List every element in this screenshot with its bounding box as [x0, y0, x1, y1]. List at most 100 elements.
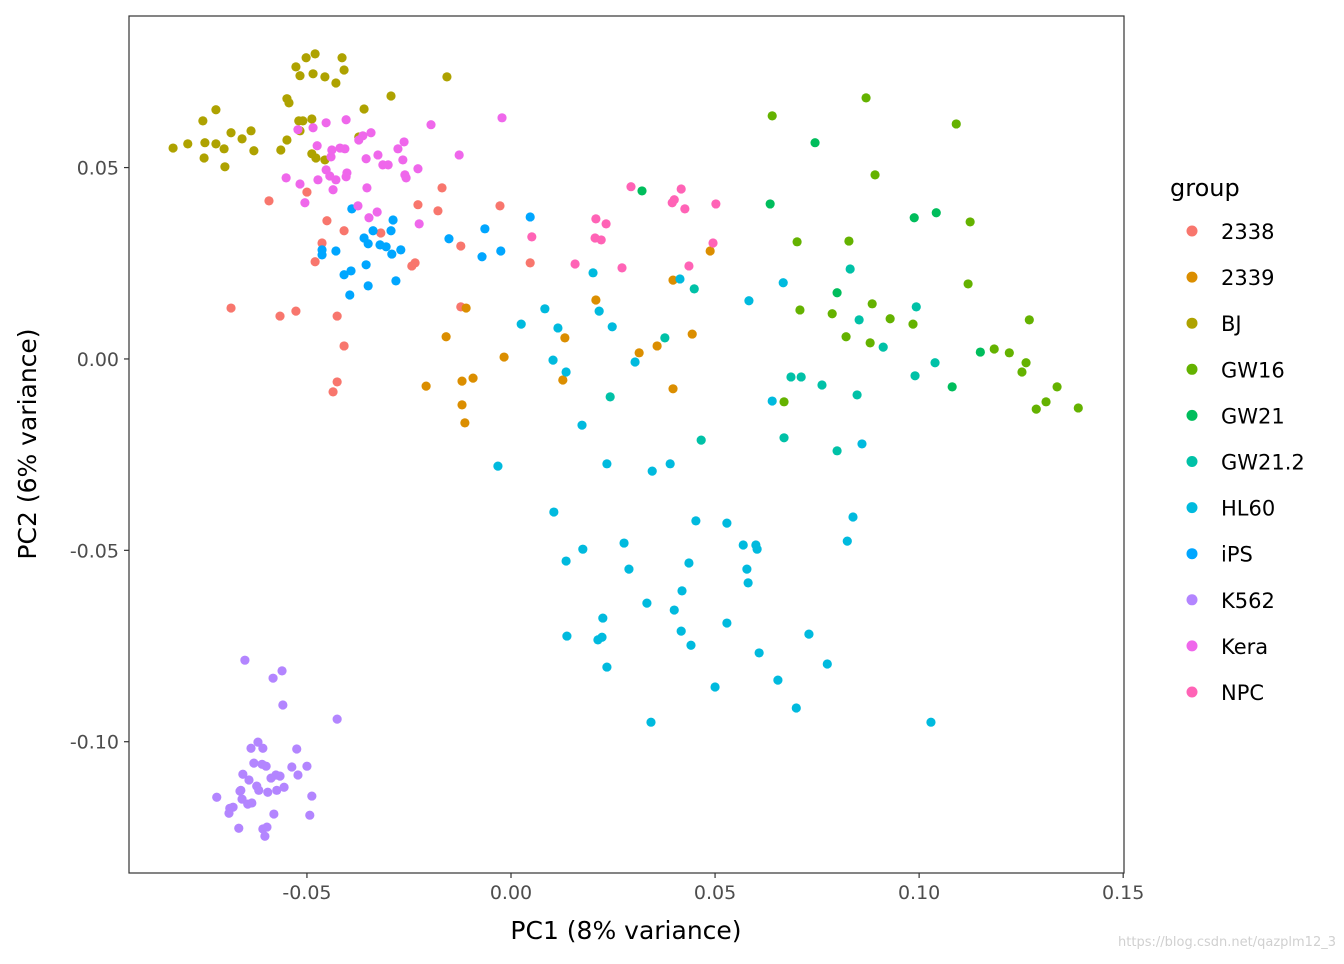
point-Kera — [300, 198, 310, 208]
point-BJ — [282, 135, 292, 145]
point-2339 — [591, 295, 601, 305]
point-K562 — [234, 823, 244, 833]
point-iPS — [363, 281, 373, 291]
point-HL60 — [752, 544, 762, 554]
point-K562 — [332, 714, 342, 724]
point-iPS — [317, 245, 327, 255]
point-GW16 — [965, 217, 975, 227]
legend-item-Kera: Kera — [1186, 635, 1268, 659]
point-NPC — [601, 219, 611, 229]
point-HL60 — [926, 717, 936, 727]
point-HL60 — [665, 459, 675, 469]
point-HL60 — [744, 296, 754, 306]
x-axis-title: PC1 (8% variance) — [510, 916, 741, 945]
point-2339 — [457, 376, 467, 386]
point-HL60 — [597, 632, 607, 642]
point-Kera — [361, 154, 371, 164]
point-2339 — [560, 333, 570, 343]
point-2339 — [421, 381, 431, 391]
point-K562 — [235, 786, 245, 796]
point-GW16 — [827, 309, 837, 319]
point-iPS — [345, 290, 355, 300]
point-2338 — [332, 377, 342, 387]
point-Kera — [372, 207, 382, 217]
point-GW16 — [1073, 403, 1083, 413]
point-BJ — [307, 114, 317, 124]
point-NPC — [591, 214, 601, 224]
point-GW16 — [1041, 397, 1051, 407]
point-Kera — [312, 141, 322, 151]
point-BJ — [211, 105, 221, 115]
point-HL60 — [842, 536, 852, 546]
point-2338 — [339, 341, 349, 351]
point-BJ — [220, 162, 230, 172]
point-HL60 — [624, 564, 634, 574]
point-2338 — [525, 258, 535, 268]
point-iPS — [331, 246, 341, 256]
legend-label: K562 — [1221, 589, 1275, 613]
point-GW21-2 — [660, 333, 670, 343]
legend-key-icon — [1186, 502, 1198, 514]
legend-item-GW21-2: GW21.2 — [1186, 451, 1305, 475]
point-GW21-2 — [878, 342, 888, 352]
point-BJ — [298, 116, 308, 126]
point-K562 — [302, 761, 312, 771]
point-GW21 — [909, 213, 919, 223]
point-2338 — [376, 228, 386, 238]
point-GW16 — [1024, 315, 1034, 325]
point-GW21-2 — [852, 390, 862, 400]
point-K562 — [272, 785, 282, 795]
point-GW16 — [963, 279, 973, 289]
point-BJ — [301, 53, 311, 63]
point-HL60 — [686, 640, 696, 650]
point-Kera — [321, 118, 331, 128]
point-NPC — [684, 261, 694, 271]
point-2338 — [495, 201, 505, 211]
point-Kera — [353, 201, 363, 211]
point-Kera — [497, 113, 507, 123]
point-BJ — [226, 128, 236, 138]
point-Kera — [414, 219, 424, 229]
point-GW21 — [947, 382, 957, 392]
point-2338 — [339, 226, 349, 236]
point-HL60 — [767, 396, 777, 406]
point-GW16 — [1017, 367, 1027, 377]
point-NPC — [617, 263, 627, 273]
point-HL60 — [646, 717, 656, 727]
point-2338 — [332, 311, 342, 321]
point-GW21-2 — [786, 372, 796, 382]
point-HL60 — [602, 459, 612, 469]
point-HL60 — [804, 629, 814, 639]
point-GW16 — [795, 305, 805, 315]
point-HL60 — [594, 306, 604, 316]
point-K562 — [212, 792, 222, 802]
point-GW16 — [1004, 348, 1014, 358]
point-K562 — [240, 655, 250, 665]
point-Kera — [373, 150, 383, 160]
point-GW16 — [779, 397, 789, 407]
point-HL60 — [562, 631, 572, 641]
point-Kera — [401, 173, 411, 183]
point-NPC — [680, 204, 690, 214]
point-BJ — [219, 144, 229, 154]
point-K562 — [278, 700, 288, 710]
point-Kera — [295, 179, 305, 189]
point-iPS — [346, 266, 356, 276]
legend-key-icon — [1186, 225, 1198, 237]
point-2339 — [634, 348, 644, 358]
point-2338 — [264, 196, 274, 206]
point-2339 — [705, 246, 715, 256]
y-tick-label: -0.10 — [70, 732, 119, 754]
point-K562 — [287, 762, 297, 772]
legend-key-icon — [1186, 271, 1198, 283]
point-2338 — [275, 311, 285, 321]
point-2339 — [468, 373, 478, 383]
point-Kera — [383, 160, 393, 170]
point-HL60 — [540, 304, 550, 314]
point-Kera — [327, 145, 337, 155]
point-K562 — [307, 791, 317, 801]
legend-item-2339: 2339 — [1186, 266, 1274, 290]
point-K562 — [244, 775, 254, 785]
point-BJ — [320, 72, 330, 82]
point-HL60 — [647, 466, 657, 476]
